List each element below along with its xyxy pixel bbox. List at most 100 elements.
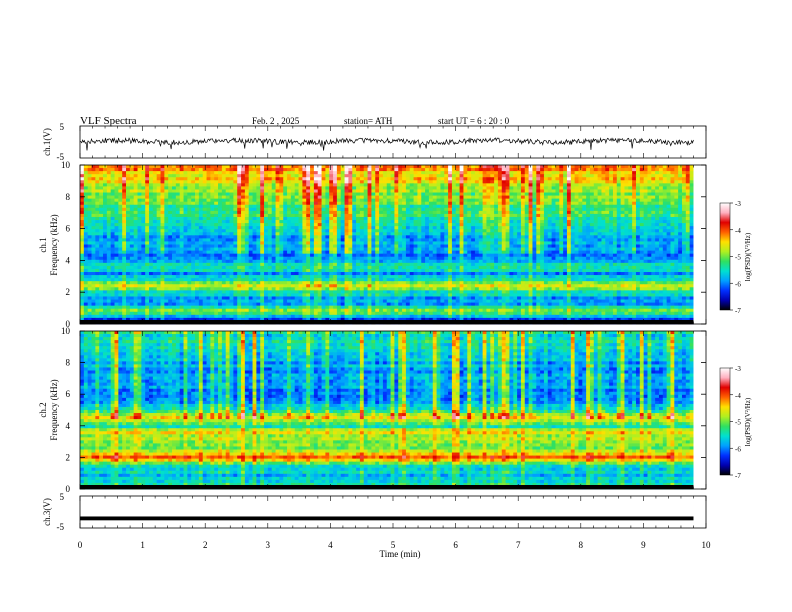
spectrogram-cell — [486, 245, 490, 248]
spectrogram-cell — [287, 186, 291, 189]
spectrogram-cell — [310, 217, 314, 220]
spectrogram-cell — [414, 183, 418, 186]
spectrogram-cell — [276, 217, 280, 220]
spectrogram-cell — [398, 245, 402, 248]
spectrogram-cell — [525, 180, 529, 183]
spectrogram-cell — [333, 226, 337, 229]
spectrogram-cell — [394, 217, 398, 220]
spectrogram-cell — [598, 211, 602, 214]
spectrogram-cell — [475, 245, 479, 248]
spectrogram-cell — [456, 165, 460, 168]
spectrogram-cell — [686, 168, 690, 171]
spectrogram-cell — [452, 205, 456, 208]
spectrogram-cell — [636, 211, 640, 214]
spectrogram-cell — [471, 217, 475, 220]
spectrogram-cell — [115, 220, 119, 223]
spectrogram-cell — [111, 245, 115, 248]
spectrogram-cell — [486, 238, 490, 241]
spectrogram-cell — [107, 199, 111, 202]
spectrogram-cell — [605, 202, 609, 205]
spectrogram-cell — [548, 226, 552, 229]
spectrogram-cell — [644, 174, 648, 177]
spectrogram-cell — [111, 211, 115, 214]
spectrogram-cell — [329, 211, 333, 214]
spectrogram-cell — [410, 168, 414, 171]
spectrogram-cell — [329, 189, 333, 192]
spectrogram-cell — [632, 238, 636, 241]
spectrogram-cell — [517, 208, 521, 211]
spectrogram-cell — [145, 257, 149, 260]
spectrogram-cell — [122, 254, 126, 257]
spectrogram-cell — [456, 241, 460, 244]
spectrogram-cell — [417, 248, 421, 251]
spectrogram-cell — [513, 211, 517, 214]
spectrogram-cell — [302, 193, 306, 196]
spectrogram-cell — [368, 226, 372, 229]
spectrogram-cell — [686, 196, 690, 199]
spectrogram-cell — [145, 196, 149, 199]
spectrogram-cell — [295, 220, 299, 223]
spectrogram-cell — [375, 168, 379, 171]
spectrogram-cell — [678, 211, 682, 214]
spectrogram-cell — [180, 205, 184, 208]
spectrogram-cell — [410, 245, 414, 248]
spectrogram-cell — [287, 251, 291, 254]
spectrogram-cell — [145, 211, 149, 214]
spectrogram-cell — [555, 229, 559, 232]
spectrogram-cell — [525, 168, 529, 171]
spectrogram-cell — [218, 254, 222, 257]
spectrogram-cell — [624, 223, 628, 226]
spectrogram-cell — [272, 208, 276, 211]
spectrogram-cell — [264, 177, 268, 180]
spectrogram-cell — [517, 189, 521, 192]
spectrogram-cell — [237, 238, 241, 241]
spectrogram-cell — [433, 168, 437, 171]
spectrogram-cell — [456, 193, 460, 196]
spectrogram-cell — [111, 177, 115, 180]
spectrogram-cell — [575, 238, 579, 241]
spectrogram-cell — [115, 241, 119, 244]
spectrogram-cell — [99, 183, 103, 186]
spectrogram-cell — [176, 251, 180, 254]
spectrogram-cell — [640, 220, 644, 223]
spectrogram-cell — [233, 254, 237, 257]
spectrogram-cell — [287, 177, 291, 180]
spectrogram-cell — [460, 217, 464, 220]
spectrogram-cell — [352, 232, 356, 235]
spectrogram-cell — [279, 171, 283, 174]
spectrogram-cell — [513, 214, 517, 217]
spectrogram-cell — [651, 208, 655, 211]
spectrogram-cell — [663, 214, 667, 217]
spectrogram-cell — [532, 189, 536, 192]
spectrogram-cell — [559, 180, 563, 183]
spectrogram-cell — [134, 251, 138, 254]
spectrogram-cell — [506, 189, 510, 192]
spectrogram-cell — [214, 217, 218, 220]
spectrogram-cell — [337, 217, 341, 220]
spectrogram-cell — [682, 180, 686, 183]
spectrogram-cell — [249, 257, 253, 260]
spectrogram-cell — [164, 223, 168, 226]
spectrogram-cell — [264, 229, 268, 232]
spectrogram-cell — [379, 186, 383, 189]
spectrogram-cell — [544, 177, 548, 180]
spectrogram-cell — [598, 254, 602, 257]
spectrogram-cell — [287, 171, 291, 174]
spectrogram-cell — [540, 235, 544, 238]
spectrogram-cell — [486, 183, 490, 186]
spectrogram-cell — [352, 183, 356, 186]
spectrogram-cell — [594, 186, 598, 189]
spectrogram-cell — [463, 248, 467, 251]
spectrogram-cell — [276, 168, 280, 171]
spectrogram-cell — [402, 229, 406, 232]
spectrogram-cell — [287, 238, 291, 241]
spectrogram-cell — [264, 217, 268, 220]
spectrogram-cell — [371, 214, 375, 217]
spectrogram-cell — [84, 180, 88, 183]
spectrogram-cell — [88, 196, 92, 199]
spectrogram-cell — [95, 217, 99, 220]
spectrogram-cell — [138, 235, 142, 238]
spectrogram-cell — [437, 241, 441, 244]
spectrogram-cell — [391, 257, 395, 260]
spectrogram-cell — [391, 193, 395, 196]
